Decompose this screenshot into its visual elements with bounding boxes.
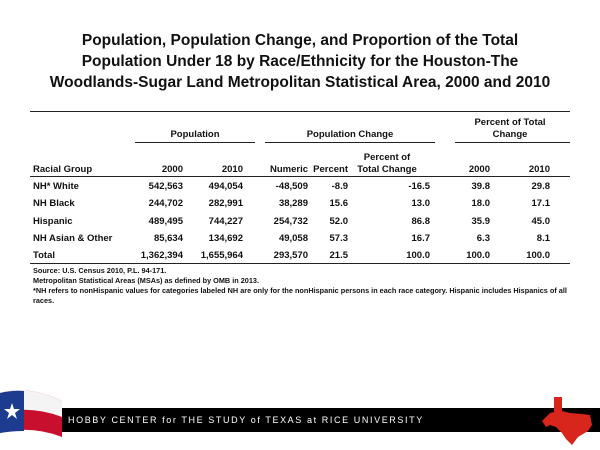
cell: 45.0 — [531, 215, 551, 227]
cell: 52.0 — [329, 215, 349, 227]
rule — [30, 176, 570, 177]
cell: 134,692 — [208, 232, 243, 244]
note: Source: U.S. Census 2010, P.L. 94-171. — [33, 266, 167, 275]
cell: 21.5 — [329, 250, 349, 262]
cell: 744,227 — [208, 215, 243, 227]
row-label: NH* White — [33, 181, 79, 192]
column-header: Racial Group — [33, 164, 93, 175]
rule — [135, 142, 255, 143]
column-header: 2000 — [468, 164, 490, 175]
group-header: Population — [170, 129, 220, 140]
cell: 85,634 — [153, 232, 183, 244]
row-label: Total — [33, 250, 55, 262]
cell: 16.7 — [411, 232, 431, 244]
title: Population, Population Change, and Propo… — [49, 32, 551, 91]
cell: 100.0 — [406, 250, 430, 262]
cell: 6.3 — [476, 232, 490, 244]
group-header: Population Change — [306, 129, 394, 140]
cell: 29.8 — [531, 181, 551, 192]
cell: 254,732 — [273, 215, 308, 227]
footer-text: HOBBY CENTER for THE STUDY of TEXAS at R… — [68, 415, 424, 425]
footer-banner — [60, 408, 600, 432]
cell: 1,655,964 — [200, 250, 243, 262]
flag — [0, 390, 62, 437]
column-header: 2010 — [528, 164, 550, 175]
column-header: Percent of Total Change — [357, 152, 417, 175]
note: *NH refers to nonHispanic values for cat… — [33, 286, 567, 305]
cell: 38,289 — [278, 198, 308, 210]
cell: 49,058 — [278, 232, 308, 244]
cell: -8.9 — [331, 181, 348, 192]
cell: 1,362,394 — [140, 250, 183, 262]
cell: 57.3 — [329, 232, 349, 244]
cell: 86.8 — [411, 215, 431, 227]
rule — [30, 263, 570, 264]
cell: -48,509 — [275, 181, 308, 192]
column-header: Numeric — [269, 164, 308, 175]
group-header: Percent of Total Change — [474, 117, 546, 140]
cell: 494,054 — [208, 181, 243, 192]
note: Metropolitan Statistical Areas (MSAs) as… — [33, 276, 259, 285]
column-header: Percent — [313, 164, 348, 175]
cell: 489,495 — [148, 215, 183, 227]
cell: 542,563 — [148, 181, 183, 192]
cell: 18.0 — [471, 198, 491, 210]
column-header: 2010 — [221, 164, 243, 175]
cell: 282,991 — [208, 198, 243, 210]
cell: 13.0 — [411, 198, 431, 210]
row-label: NH Black — [33, 198, 75, 210]
cell: -16.5 — [408, 181, 430, 192]
column-header: 2000 — [161, 164, 183, 175]
rule — [455, 142, 570, 143]
cell: 8.1 — [536, 232, 550, 244]
cell: 100.0 — [526, 250, 550, 262]
rule — [30, 111, 570, 112]
rule — [265, 142, 435, 143]
cell: 100.0 — [466, 250, 490, 262]
texas-shape — [542, 397, 592, 445]
row-label: Hispanic — [33, 215, 73, 227]
cell: 293,570 — [273, 250, 308, 262]
cell: 17.1 — [531, 198, 551, 210]
cell: 39.8 — [471, 181, 491, 192]
row-label: NH Asian & Other — [33, 232, 113, 244]
cell: 35.9 — [471, 215, 491, 227]
cell: 15.6 — [329, 198, 349, 210]
cell: 244,702 — [148, 198, 183, 210]
